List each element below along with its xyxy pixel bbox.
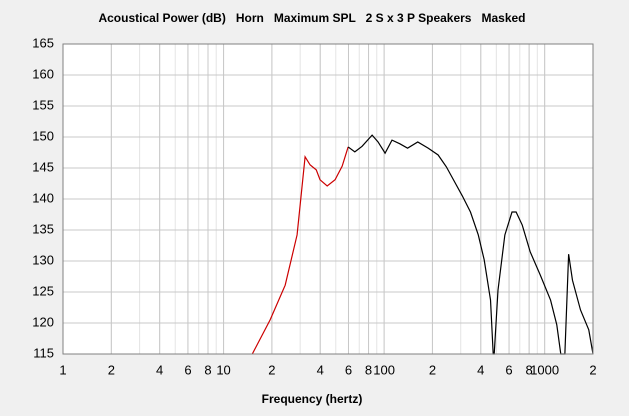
x-tick-label: 1 <box>59 362 66 377</box>
y-tick-label: 120 <box>32 314 54 329</box>
x-tick-label: 6 <box>505 362 512 377</box>
chart-title: Acoustical Power (dB) Horn Maximum SPL 2… <box>98 11 525 25</box>
x-tick-label: 8 <box>525 362 532 377</box>
x-tick-label: 6 <box>345 362 352 377</box>
x-tick-label: 10 <box>216 362 230 377</box>
y-tick-label: 115 <box>33 345 54 360</box>
x-tick-label: 8 <box>204 362 211 377</box>
y-tick-label: 135 <box>32 221 54 236</box>
x-tick-label: 4 <box>477 362 484 377</box>
x-tick-label: 8 <box>365 362 372 377</box>
y-tick-label: 150 <box>32 128 54 143</box>
y-tick-label: 160 <box>32 66 54 81</box>
x-tick-label: 100 <box>373 362 395 377</box>
x-tick-label: 4 <box>317 362 324 377</box>
x-tick-label: 2 <box>268 362 275 377</box>
y-tick-label: 145 <box>32 159 54 174</box>
x-tick-label: 6 <box>184 362 191 377</box>
x-tick-label: 2 <box>108 362 115 377</box>
x-tick-label: 2 <box>589 362 596 377</box>
y-tick-label: 165 <box>32 35 54 50</box>
x-tick-label: 1000 <box>530 362 559 377</box>
x-axis-label: Frequency (hertz) <box>262 392 363 406</box>
x-tick-label: 4 <box>156 362 163 377</box>
y-tick-label: 155 <box>32 97 54 112</box>
x-tick-label: 2 <box>429 362 436 377</box>
plot-border <box>62 43 594 355</box>
data-line <box>251 146 349 355</box>
y-tick-label: 125 <box>32 283 54 298</box>
y-tick-label: 140 <box>32 190 54 205</box>
y-tick-label: 130 <box>32 252 54 267</box>
